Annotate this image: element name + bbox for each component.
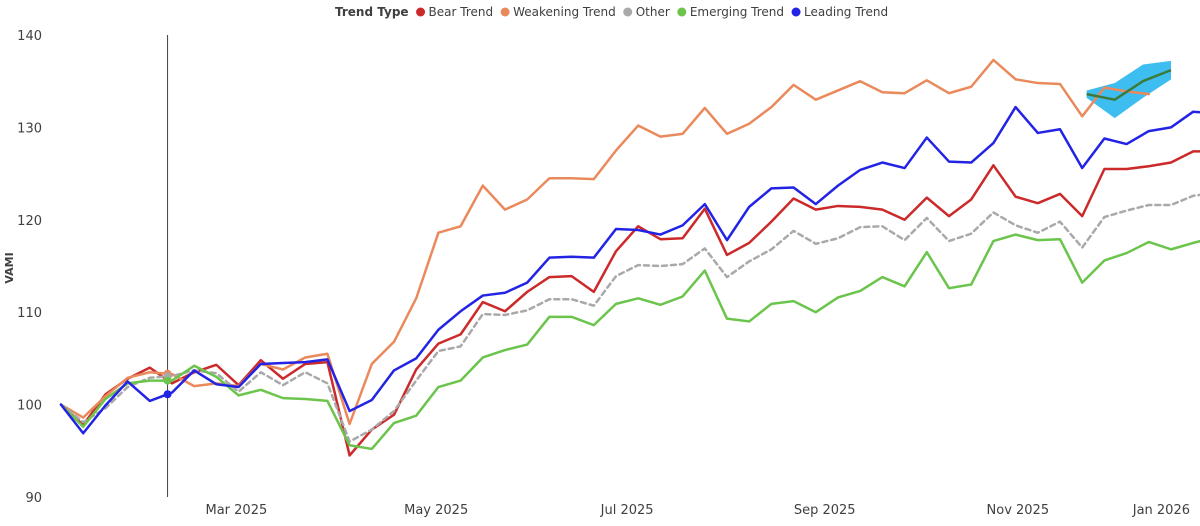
y-axis-title: VAMI [3,252,16,283]
legend-marker-other[interactable] [623,7,633,17]
y-tick-label: 100 [17,399,42,414]
forecast-line [1086,68,1172,102]
legend-marker-weakening-trend[interactable] [500,7,510,17]
legend-label-bear-trend[interactable]: Bear Trend [429,5,494,19]
x-tick-label: Jul 2025 [600,503,654,518]
y-tick-label: 110 [17,306,42,321]
marker-point-leading-trend [163,390,172,399]
forecast-layer [1086,68,1172,102]
legend-label-other[interactable]: Other [636,5,670,19]
x-tick-label: Mar 2025 [206,503,268,518]
y-tick-label: 140 [17,29,42,44]
series-line-leading-trend[interactable] [59,105,1200,435]
x-tick-label: Nov 2025 [987,503,1050,518]
y-tick-label: 90 [25,491,42,506]
legend-marker-bear-trend[interactable] [416,7,426,17]
series-line-other[interactable] [59,193,1200,443]
x-tick-label: Sep 2025 [794,503,856,518]
legend-title: Trend Type [335,5,409,19]
legend-label-weakening-trend[interactable]: Weakening Trend [513,5,616,19]
legend-marker-emerging-trend[interactable] [677,7,687,17]
x-tick-label: May 2025 [404,503,468,518]
cursor-marker-points [163,369,172,399]
legend-marker-leading-trend[interactable] [791,7,801,17]
legend: Trend Type Bear Trend Weakening Trend Othe… [335,5,888,19]
y-axis: 90 100 110 120 130 140 [17,29,42,506]
x-axis: Mar 2025 May 2025 Jul 2025 Sep 2025 Nov 2025… [206,503,1190,518]
series-line-emerging-trend[interactable] [59,233,1200,451]
y-tick-label: 130 [17,121,42,136]
legend-label-emerging-trend[interactable]: Emerging Trend [690,5,784,19]
series-line-bear-trend[interactable] [59,150,1200,457]
legend-label-leading-trend[interactable]: Leading Trend [804,5,888,19]
y-tick-label: 120 [17,214,42,229]
x-tick-label: Jan 2026 [1132,503,1190,518]
marker-point-emerging-trend [163,376,172,385]
series-layer [59,58,1200,457]
